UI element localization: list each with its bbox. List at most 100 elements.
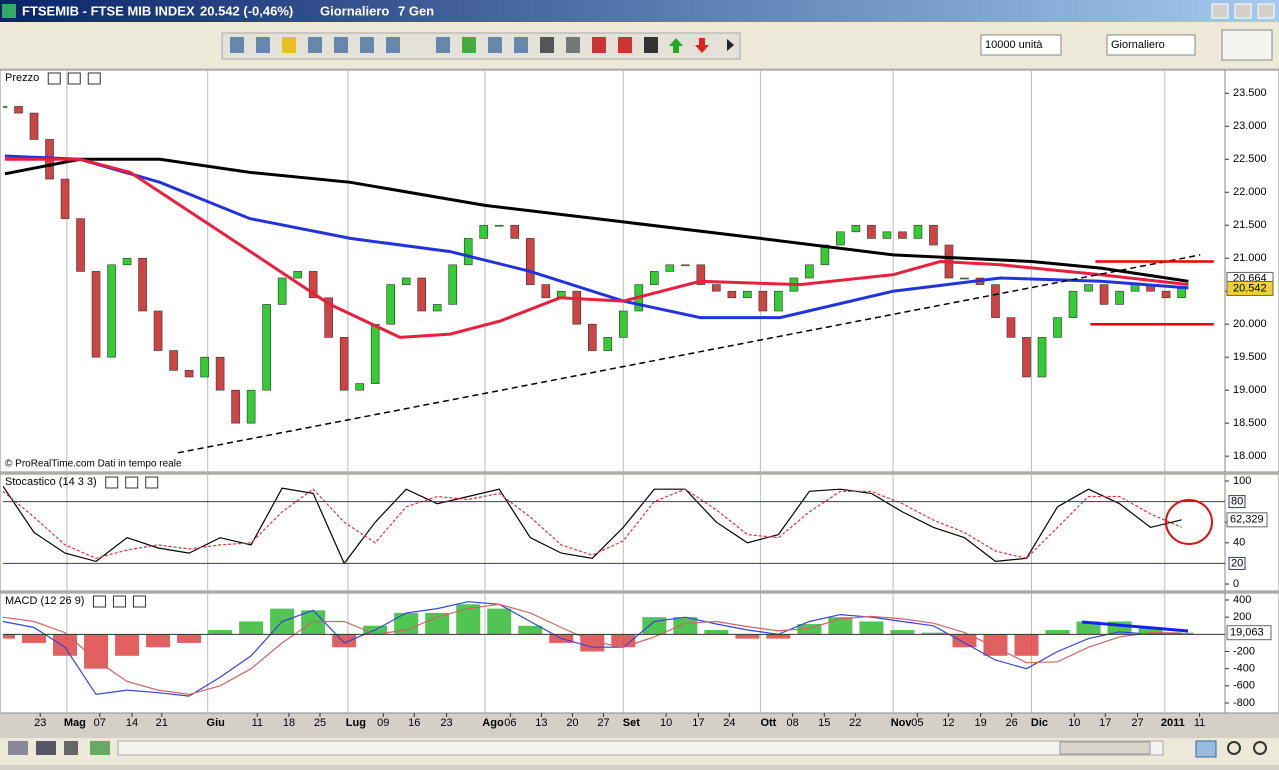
y-tick-label: 0 [1233,578,1239,590]
x-tick-label: 15 [818,717,830,729]
tool[interactable] [644,37,658,53]
histogram-bar [22,634,47,643]
candle [650,271,659,285]
tool[interactable] [256,37,270,53]
candle [153,310,163,351]
tool[interactable] [386,37,400,53]
candle [200,356,209,378]
month-label: Lug [346,717,366,729]
export-icon[interactable] [90,741,110,755]
candle [510,224,520,239]
panel-icon [92,595,106,608]
tool[interactable] [566,37,580,53]
month-label: 2011 [1161,717,1185,729]
histogram-bar [332,634,357,648]
candle [246,389,256,424]
candle [727,290,737,299]
candle [882,231,892,239]
minimize-button[interactable] [1211,3,1229,19]
last-price: 20.542 [1233,282,1267,294]
tool[interactable] [308,37,322,53]
value-label: 62,329 [1230,514,1264,526]
panel-icon [112,595,126,608]
candle [448,264,458,305]
y-tick-label: 200 [1233,611,1251,623]
tool[interactable] [514,37,528,53]
plot [3,70,1189,472]
x-tick-label: 07 [94,717,106,729]
candle [929,224,938,246]
candle [262,304,271,391]
tool[interactable] [436,37,450,53]
candle [339,337,349,391]
histogram-bar [208,630,233,635]
indicator-button[interactable] [1221,29,1273,61]
maximize-button[interactable] [1234,3,1252,19]
quantity-dropdown[interactable] [980,34,1062,56]
candle [417,277,427,312]
histogram-bar [890,630,915,635]
candle [231,389,240,424]
histogram-bar [177,634,202,643]
mail-icon[interactable] [8,741,28,755]
scroll-thumb[interactable] [1059,741,1151,755]
x-tick-label: 05 [911,717,923,729]
tool[interactable] [488,37,502,53]
next-arrow[interactable] [727,39,734,51]
y-tick-label: 20.000 [1233,318,1267,330]
tool[interactable] [540,37,554,53]
x-tick-label: 06 [504,717,516,729]
panel-icon [47,72,61,85]
zoom-in[interactable] [1253,741,1267,755]
tool[interactable] [230,37,244,53]
candle [681,264,690,267]
histogram-bar [1138,627,1163,635]
tool[interactable] [592,37,606,53]
histogram-bar [1014,634,1039,656]
tool[interactable] [360,37,374,53]
candle [169,350,178,371]
sell-arrow[interactable] [695,38,709,53]
candle [1022,337,1031,378]
tool[interactable] [462,37,476,53]
histogram-bar [487,608,512,635]
app-icon [2,4,16,18]
candle [696,264,706,285]
candle [29,112,39,140]
credit: © ProRealTime.com Dati in tempo reale [5,459,182,470]
panel-title: MACD (12 26 9) [5,595,84,607]
link-icon[interactable] [64,741,78,755]
candle [184,370,194,378]
candle [479,224,489,239]
tool[interactable] [618,37,632,53]
scrollbar[interactable] [117,740,1164,756]
zoom-out[interactable] [1227,741,1241,755]
month-label: Nov [891,717,913,729]
close-button[interactable] [1257,3,1275,19]
buy-arrow[interactable] [669,38,683,53]
period-dropdown[interactable] [1106,34,1196,56]
y-tick-label: 23.000 [1233,120,1267,132]
x-tick-label: 22 [849,717,861,729]
moving-average [4,154,1189,320]
candle [3,106,8,108]
histogram-bar [921,632,946,635]
title-bar [0,0,1279,22]
tool-strip [221,32,741,60]
y-tick-label: 18.500 [1233,417,1267,429]
level-box [1228,556,1246,570]
y-tick-label: -600 [1233,680,1255,692]
print-icon[interactable] [36,741,56,755]
x-tick-label: 20 [566,717,578,729]
histogram-bar [673,617,698,635]
y-tick-label: -800 [1233,697,1255,709]
tool-icons [221,32,741,60]
histogram-bar [394,612,419,635]
tool[interactable] [282,37,296,53]
candle [1037,337,1047,378]
candle [370,323,380,384]
zoom-icon[interactable] [1195,740,1217,758]
histogram-bar [53,634,78,656]
tool[interactable] [334,37,348,53]
